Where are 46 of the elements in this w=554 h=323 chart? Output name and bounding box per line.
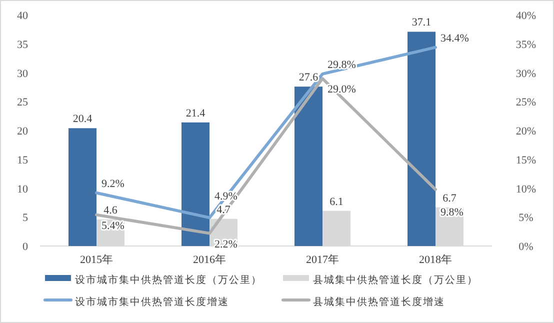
bar [68,128,96,246]
data-label: 5.4% [102,220,124,232]
y2-tick-label: 30% [516,68,536,80]
data-label: 9.8% [440,206,464,218]
data-label: 6.7 [442,192,457,204]
y2-tick-label: 10% [516,183,536,196]
y-tick-label: 0 [22,241,28,253]
bar [294,86,322,246]
legend-label: 县城集中供热管道长度（万公里） [313,274,478,286]
y2-tick-label: 0% [518,241,534,253]
y2-tick-label: 40% [516,10,536,22]
data-label: 29.8% [328,58,356,71]
x-tick-label: 2018年 [419,254,452,266]
x-tick-label: 2015年 [80,254,113,266]
y2-tick-label: 20% [516,126,536,138]
data-label: 2.2% [214,238,238,250]
y2-tick-label: 5% [518,212,534,224]
data-label: 9.2% [102,178,124,190]
y-tick-label: 35 [17,38,28,51]
y-tick-label: 30 [17,68,28,80]
bar [408,32,436,246]
y-tick-label: 5 [22,212,28,224]
y-tick-label: 15 [17,154,28,166]
data-label: 21.4 [186,107,206,120]
y-tick-label: 40 [17,10,28,22]
y-tick-label: 20 [17,126,28,138]
y2-tick-label: 35% [516,38,536,51]
data-label: 29.0% [328,84,356,96]
data-label: 6.1 [330,196,344,208]
line-series [95,46,437,220]
data-label: 37.1 [412,16,432,29]
x-tick-label: 2016年 [193,254,226,266]
y2-tick-label: 15% [516,154,536,166]
legend-label: 设市城市集中供热管道长度（万公里） [75,274,262,286]
data-label: 27.6 [298,72,319,84]
y-tick-label: 10 [17,183,28,196]
x-tick-label: 2017年 [306,254,339,266]
data-label: 4.7 [216,204,231,216]
legend-label: 县城集中供热管道长度增速 [313,296,445,308]
data-label: 34.4% [440,32,469,44]
legend-label: 设市城市集中供热管道长度增速 [75,296,229,308]
y2-tick-label: 25% [516,96,536,109]
data-label: 4.6 [104,204,118,216]
bar [182,122,210,246]
data-label: 20.4 [72,113,93,126]
y-tick-label: 25 [17,96,28,109]
